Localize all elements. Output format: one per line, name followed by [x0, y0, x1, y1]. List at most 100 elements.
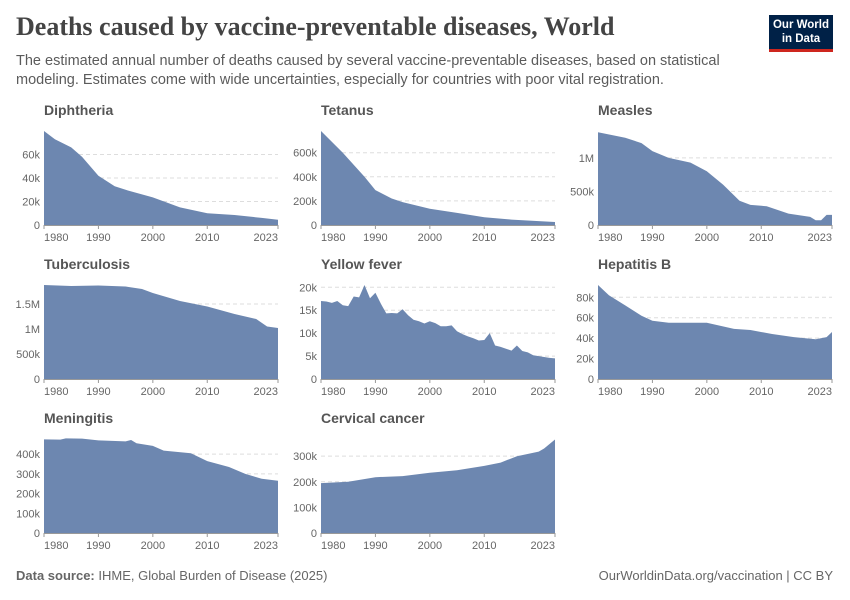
y-tick-label: 0: [34, 528, 40, 540]
x-tick-label: 2010: [472, 386, 496, 398]
panel-diphtheria[interactable]: Diphtheria 0 20k 40k 60k 1980 1990 2000 2010 2023: [22, 102, 279, 244]
x-tick-label: 2010: [749, 232, 773, 244]
y-tick-label: 40k: [576, 333, 594, 345]
x-tick-label: 2010: [749, 386, 773, 398]
x-tick-label: 2000: [418, 386, 442, 398]
y-tick-label: 100k: [16, 508, 40, 520]
panel-tetanus[interactable]: Tetanus 0 200k 400k 600k 1980 1990 2000 2010 2023: [293, 102, 556, 244]
x-tick-label: 2010: [195, 232, 219, 244]
x-tick-label: 1980: [44, 540, 68, 552]
area-series[interactable]: [321, 131, 555, 225]
x-tick-label: 2023: [531, 386, 555, 398]
panel-title: Meningitis: [44, 410, 113, 426]
panel-cervical-cancer[interactable]: Cervical cancer 0 100k 200k 300k 1980 1990 2000…: [293, 410, 556, 552]
x-tick-label: 2000: [141, 386, 165, 398]
y-tick-label: 60k: [576, 313, 594, 325]
source-text[interactable]: IHME, Global Burden of Disease (2025): [98, 568, 328, 583]
x-tick-label: 1990: [86, 232, 110, 244]
x-tick-label: 2010: [472, 232, 496, 244]
panel-title: Measles: [598, 102, 653, 118]
y-tick-label: 1.5M: [16, 299, 40, 311]
x-tick-label: 1990: [363, 232, 387, 244]
y-tick-label: 15k: [299, 305, 317, 317]
data-source: Data source: IHME, Global Burden of Dise…: [16, 568, 327, 583]
area-series[interactable]: [321, 439, 555, 534]
y-tick-label: 10k: [299, 328, 317, 340]
y-tick-label: 80k: [576, 292, 594, 304]
x-tick-label: 2010: [195, 540, 219, 552]
x-tick-label: 1990: [363, 386, 387, 398]
panel-tuberculosis[interactable]: Tuberculosis 0 500k 1M 1.5M 1980 1990 2000 2010 2…: [16, 256, 279, 398]
y-tick-label: 1M: [25, 324, 40, 336]
y-tick-label: 0: [311, 528, 317, 540]
area-series[interactable]: [44, 438, 278, 533]
y-tick-label: 100k: [293, 502, 317, 514]
owid-logo[interactable]: Our World in Data: [769, 15, 833, 52]
footer-link[interactable]: OurWorldinData.org/vaccination | CC BY: [598, 568, 833, 583]
y-tick-label: 400k: [16, 449, 40, 461]
x-tick-label: 2000: [141, 540, 165, 552]
x-tick-label: 2023: [808, 386, 832, 398]
x-tick-label: 1980: [321, 232, 345, 244]
area-series[interactable]: [321, 285, 555, 379]
x-tick-label: 1990: [86, 386, 110, 398]
x-tick-label: 2023: [808, 232, 832, 244]
panel-title: Yellow fever: [321, 256, 402, 272]
area-series[interactable]: [598, 132, 832, 225]
y-tick-label: 400k: [293, 172, 317, 184]
x-tick-label: 1980: [321, 540, 345, 552]
logo-line2: in Data: [781, 33, 821, 45]
panel-title: Diphtheria: [44, 102, 113, 118]
x-tick-label: 2000: [695, 232, 719, 244]
x-tick-label: 1980: [44, 232, 68, 244]
panel-measles[interactable]: Measles 0 500k 1M 1980 1990 2000 2010 2023: [570, 102, 833, 244]
area-series[interactable]: [44, 131, 278, 225]
logo-line1: Our World: [772, 19, 829, 31]
panel-title: Hepatitis B: [598, 256, 671, 272]
y-tick-label: 0: [34, 220, 40, 232]
y-tick-label: 200k: [293, 196, 317, 208]
y-tick-label: 600k: [293, 148, 317, 160]
y-tick-label: 20k: [299, 282, 317, 294]
y-tick-label: 500k: [16, 349, 40, 361]
y-tick-label: 40k: [22, 173, 40, 185]
y-tick-label: 0: [588, 374, 594, 386]
source-label: Data source:: [16, 568, 95, 583]
panel-yellow-fever[interactable]: Yellow fever 0 5k 10k 15k 20k 1980 1990 2000 2010…: [299, 256, 556, 398]
x-tick-label: 1980: [598, 386, 622, 398]
y-tick-label: 500k: [570, 186, 594, 198]
x-tick-label: 2023: [254, 540, 278, 552]
panel-title: Tuberculosis: [44, 256, 130, 272]
y-tick-label: 20k: [22, 197, 40, 209]
x-tick-label: 2000: [695, 386, 719, 398]
x-tick-label: 1990: [640, 232, 664, 244]
area-series[interactable]: [598, 285, 832, 379]
y-tick-label: 5k: [305, 351, 317, 363]
x-tick-label: 1990: [363, 540, 387, 552]
x-tick-label: 1990: [640, 386, 664, 398]
x-tick-label: 2000: [418, 232, 442, 244]
y-tick-label: 200k: [16, 489, 40, 501]
panel-hepatitis-b[interactable]: Hepatitis B 0 20k 40k 60k 80k 1980 1990 2000 2010…: [576, 256, 833, 398]
y-tick-label: 300k: [16, 469, 40, 481]
chart-title: Deaths caused by vaccine-preventable dis…: [16, 12, 615, 41]
y-tick-label: 300k: [293, 451, 317, 463]
x-tick-label: 2010: [472, 540, 496, 552]
x-tick-label: 2023: [254, 386, 278, 398]
x-tick-label: 1980: [598, 232, 622, 244]
chart-subtitle: The estimated annual number of deaths ca…: [16, 53, 720, 88]
x-tick-label: 1980: [321, 386, 345, 398]
y-tick-label: 0: [588, 220, 594, 232]
panel-title: Cervical cancer: [321, 410, 425, 426]
y-tick-label: 60k: [22, 150, 40, 162]
y-tick-label: 200k: [293, 477, 317, 489]
area-series[interactable]: [44, 285, 278, 379]
panel-meningitis[interactable]: Meningitis 0 100k 200k 300k 400k 1980 1990 2000 2…: [16, 410, 279, 552]
x-tick-label: 2023: [531, 232, 555, 244]
y-tick-label: 1M: [579, 153, 594, 165]
x-tick-label: 2023: [254, 232, 278, 244]
panel-title: Tetanus: [321, 102, 374, 118]
y-tick-label: 20k: [576, 354, 594, 366]
y-tick-label: 0: [311, 220, 317, 232]
